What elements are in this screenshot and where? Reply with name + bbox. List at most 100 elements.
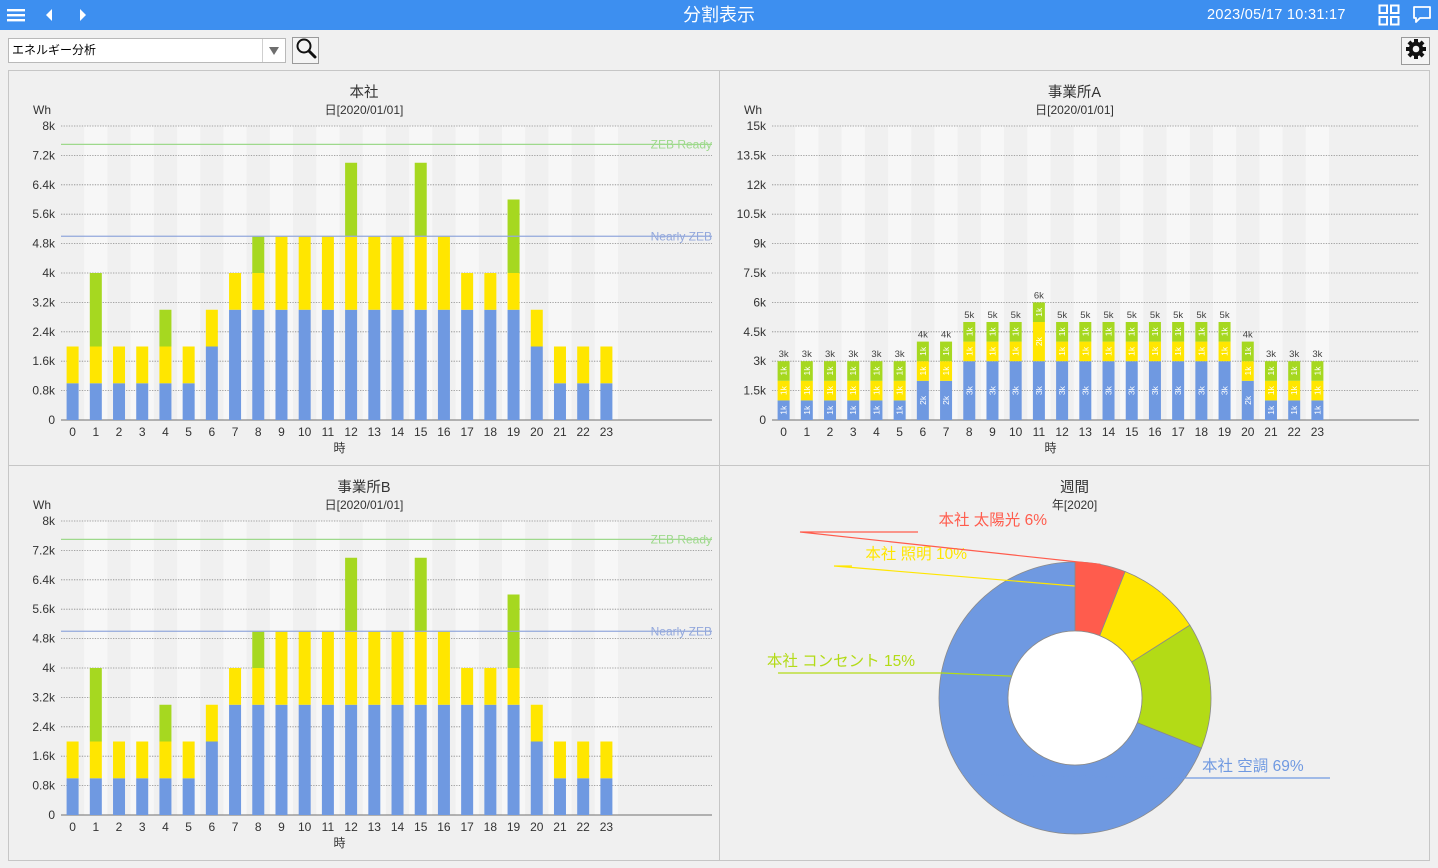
bar-segment	[461, 309, 474, 420]
bar-segment	[507, 704, 520, 815]
x-tick-label: 23	[1311, 425, 1325, 439]
reference-line-label: ZEB Ready	[651, 137, 712, 151]
chevron-left-icon[interactable]	[40, 0, 58, 30]
bar-segment	[1009, 322, 1022, 342]
data-label: 1k	[895, 385, 905, 395]
y-tick-label: 12k	[747, 178, 767, 192]
bar-segment	[159, 309, 172, 347]
x-tick-label: 12	[344, 820, 358, 834]
panel-subtitle: 日[2020/01/01]	[324, 103, 404, 117]
data-label: 1k	[1127, 346, 1137, 356]
x-tick-label: 0	[69, 425, 76, 439]
bar-segment	[1079, 322, 1092, 342]
bar-segment	[800, 400, 813, 420]
data-label: 1k	[1080, 346, 1090, 356]
x-tick-label: 9	[989, 425, 996, 439]
bar-segment	[963, 341, 976, 362]
bar-segment	[986, 341, 999, 362]
x-tick-label: 18	[484, 425, 498, 439]
bar-segment	[577, 741, 590, 779]
bar-segment	[484, 273, 497, 310]
bar-segment	[824, 380, 837, 401]
data-label: 1k	[1173, 346, 1183, 356]
data-label: 1k	[1289, 405, 1299, 415]
bar-segment	[1241, 380, 1254, 420]
bar-segment	[275, 704, 288, 815]
x-tick-label: 19	[507, 425, 521, 439]
data-label: 1k	[987, 346, 997, 356]
total-label: 6k	[1034, 290, 1044, 301]
y-tick-label: 7.2k	[32, 543, 56, 557]
total-label: 5k	[1150, 310, 1160, 321]
panel-office-a: 事業所A 日[2020/01/01] 0 1.5k 3k 4.5k 6k 7.5k 9k 10…	[719, 70, 1430, 466]
pie-slice-label: 本社 コンセント 15%	[767, 652, 915, 670]
x-tick-label: 11	[1033, 425, 1046, 439]
bar-segment	[484, 668, 497, 705]
bar-segment	[577, 346, 590, 384]
total-label: 3k	[1289, 349, 1299, 360]
bar-segment	[461, 668, 474, 705]
x-tick-label: 4	[162, 820, 169, 834]
x-tick-label: 15	[1125, 425, 1139, 439]
bar-segment	[553, 383, 566, 420]
bar-segment	[777, 400, 790, 420]
comment-icon[interactable]	[1411, 0, 1433, 30]
x-tick-label: 10	[298, 820, 312, 834]
data-label: 1k	[1150, 327, 1160, 337]
bar-segment	[391, 236, 404, 310]
bar-segment	[321, 631, 334, 705]
bar-segment	[916, 361, 929, 381]
x-tick-label: 14	[391, 425, 405, 439]
x-tick-label: 7	[232, 820, 239, 834]
bar-segment	[1311, 380, 1324, 401]
data-label: 3k	[1080, 385, 1090, 395]
x-tick-label: 1	[803, 425, 810, 439]
bar-segment	[600, 383, 613, 420]
x-tick-label: 9	[278, 820, 285, 834]
reference-line-label: Nearly ZEB	[651, 229, 712, 243]
analysis-select[interactable]: エネルギー分析	[8, 38, 286, 63]
bar-segment	[1311, 361, 1324, 381]
bar-segment	[113, 741, 126, 779]
total-label: 3k	[871, 349, 881, 360]
data-label: 1k	[848, 385, 858, 395]
x-tick-label: 13	[1079, 425, 1093, 439]
y-tick-label: 4.5k	[743, 325, 767, 339]
bar-segment	[986, 322, 999, 342]
x-tick-label: 16	[437, 425, 451, 439]
y-tick-label: 4k	[42, 661, 56, 675]
office-a-bar-chart: 01.5k3k4.5k6k7.5k9k10.5k12k13.5k15kWh時01…	[737, 103, 1419, 455]
bar-segment	[530, 346, 543, 420]
data-label: 2k	[1243, 395, 1253, 405]
y-tick-label: 4.8k	[32, 237, 56, 251]
bar-segment	[1148, 322, 1161, 342]
search-button[interactable]	[292, 37, 319, 64]
y-tick-label: 0.8k	[32, 384, 56, 398]
x-tick-label: 2	[116, 425, 123, 439]
data-label: 1k	[964, 327, 974, 337]
x-tick-label: 14	[391, 820, 405, 834]
bar-segment	[847, 380, 860, 401]
bar-segment	[777, 380, 790, 401]
data-label: 1k	[1312, 385, 1322, 395]
data-label: 1k	[871, 385, 881, 395]
x-tick-label: 23	[600, 820, 614, 834]
bar-segment	[1079, 341, 1092, 362]
bar-segment	[345, 236, 358, 310]
y-tick-label: 3.2k	[32, 690, 56, 704]
grid-layout-icon[interactable]	[1377, 0, 1401, 30]
data-label: 1k	[964, 346, 974, 356]
caret-down-icon[interactable]	[262, 39, 285, 62]
chevron-right-icon[interactable]	[74, 0, 92, 30]
menu-icon[interactable]	[5, 0, 27, 30]
bar-segment	[1056, 341, 1069, 362]
total-label: 3k	[1266, 349, 1276, 360]
panel-title: 事業所A	[1047, 85, 1102, 101]
x-tick-label: 0	[780, 425, 787, 439]
pie-leader-line	[833, 565, 1162, 594]
bar-segment	[1241, 361, 1254, 381]
x-tick-label: 22	[1288, 425, 1302, 439]
bar-segment	[159, 778, 172, 815]
settings-button[interactable]	[1401, 37, 1430, 65]
data-label: 1k	[1080, 327, 1090, 337]
